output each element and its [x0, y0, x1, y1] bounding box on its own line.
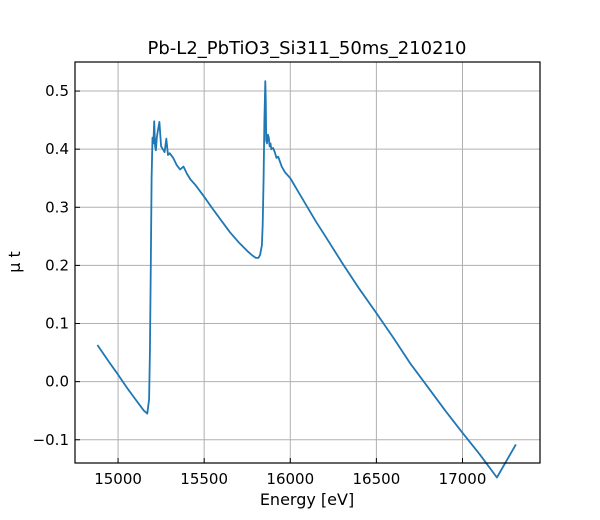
x-tick-label: 16500 [353, 470, 401, 488]
x-tick-label: 17000 [439, 470, 487, 488]
y-tick-label: 0.2 [45, 256, 69, 274]
x-axis-label: Energy [eV] [260, 490, 354, 509]
y-axis-label: μ t [5, 251, 24, 273]
y-tick-label: 0.4 [45, 140, 69, 158]
y-tick-label: 0.5 [45, 82, 69, 100]
grid-lines [75, 62, 540, 463]
y-tick-label: 0.1 [45, 315, 69, 333]
x-tick-label: 15000 [94, 470, 142, 488]
y-tick-label: −0.1 [33, 431, 69, 449]
x-tick-label: 16000 [266, 470, 314, 488]
axis-ticks: 15000 15500 16000 16500 17000 −0.1 0.0 0.1 0.2 0.… [33, 82, 487, 488]
y-tick-label: 0.0 [45, 373, 69, 391]
chart-title: Pb-L2_PbTiO3_Si311_50ms_210210 [148, 38, 467, 59]
y-tick-label: 0.3 [45, 198, 69, 216]
plot-frame [74, 61, 541, 464]
series-line [96, 80, 517, 479]
series-layer [96, 80, 517, 479]
x-tick-label: 15500 [180, 470, 228, 488]
